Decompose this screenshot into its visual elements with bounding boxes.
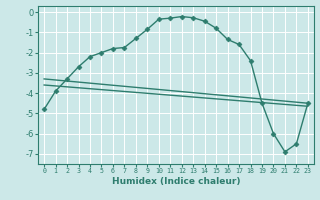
X-axis label: Humidex (Indice chaleur): Humidex (Indice chaleur)	[112, 177, 240, 186]
